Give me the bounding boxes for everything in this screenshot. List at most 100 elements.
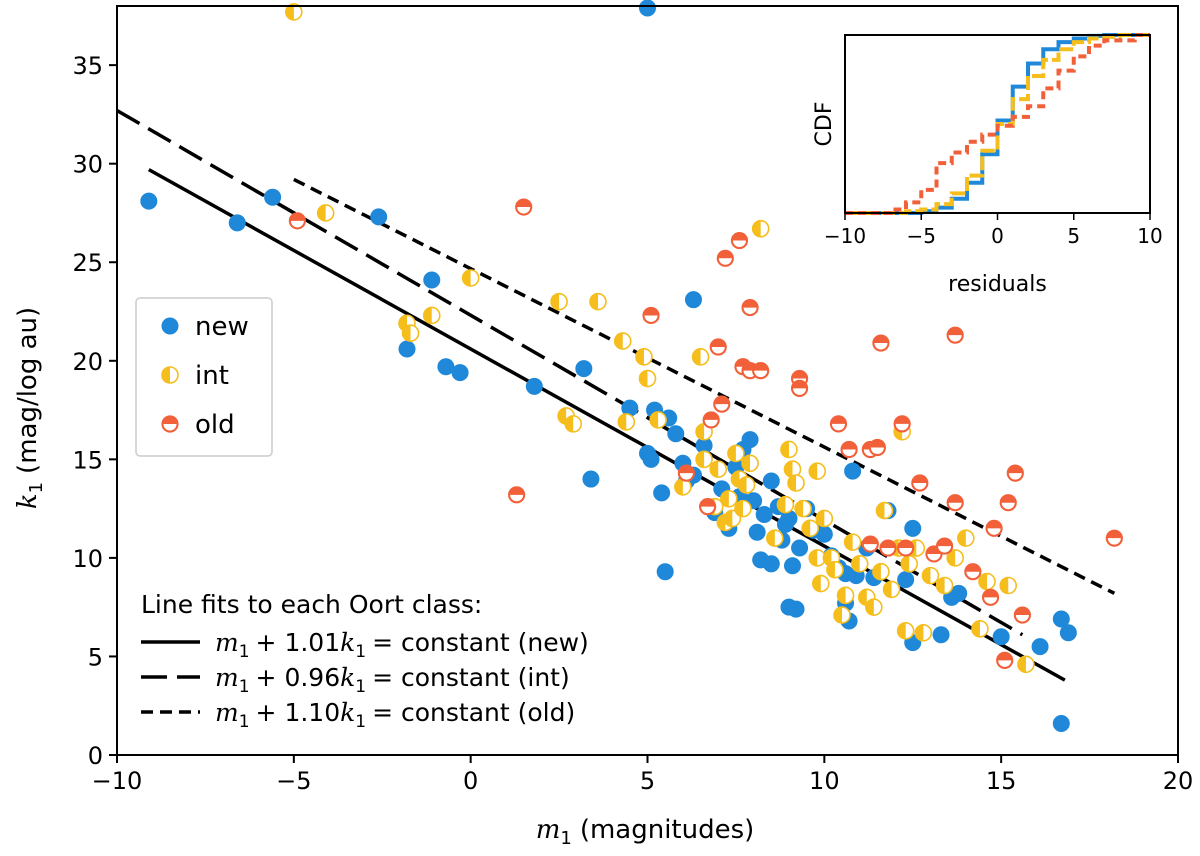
point-new [897, 571, 915, 589]
point-new [653, 484, 671, 502]
point-old [985, 519, 1003, 537]
point-old [713, 395, 731, 413]
point-old [699, 498, 717, 516]
point-new [748, 523, 766, 541]
point-old [829, 415, 848, 433]
x-axis-label: m1 (magnitudes) [536, 815, 755, 849]
point-new [780, 598, 798, 616]
point-int [956, 529, 975, 547]
inset-y-label: CDF [812, 102, 837, 147]
point-new [398, 340, 416, 358]
point-int [285, 3, 303, 21]
point-old [981, 588, 1000, 606]
point-int [613, 332, 632, 350]
point-new [140, 192, 158, 210]
point-int [826, 560, 844, 579]
point-old [677, 464, 696, 482]
x-tick-label: 5 [640, 767, 655, 795]
legend-marker-int [161, 366, 179, 384]
point-int [850, 555, 869, 573]
fit-legend: Line fits to each Oort class: m1 + 1.01k1 =… [141, 590, 589, 732]
point-int [836, 586, 855, 605]
point-int [787, 474, 805, 492]
point-new [684, 291, 702, 309]
point-int [741, 454, 759, 473]
point-new [950, 584, 968, 602]
point-int [811, 574, 830, 593]
point-int [766, 529, 784, 547]
point-old [879, 539, 897, 557]
point-int [808, 549, 827, 567]
point-old [861, 535, 879, 553]
inset-x-tick-label: −5 [907, 224, 936, 248]
point-old [964, 563, 982, 581]
cdf-line-old [845, 33, 1150, 215]
y-axis-label: k1 (mag/log au) [13, 307, 47, 509]
x-tick-label: −10 [92, 767, 143, 795]
point-new [904, 519, 922, 537]
point-new [642, 450, 660, 468]
point-new [639, 0, 656, 17]
point-int [638, 369, 657, 388]
legend-label-old: old [195, 410, 235, 440]
point-old [508, 486, 526, 504]
x-tick-label: 20 [1163, 767, 1194, 795]
point-new [437, 358, 455, 376]
point-int [589, 292, 607, 311]
point-int [734, 499, 752, 518]
point-int [776, 495, 795, 514]
point-new [1031, 638, 1049, 656]
point-int [401, 324, 420, 342]
point-int [815, 509, 834, 528]
point-int [843, 533, 862, 551]
point-int [691, 348, 710, 366]
point-new [582, 470, 600, 488]
fit-legend-label: m1 + 0.96k1 = constant (int) [215, 663, 570, 697]
point-old [1006, 464, 1024, 482]
point-int [737, 476, 756, 494]
point-old [752, 362, 770, 380]
y-tick-label: 25 [72, 249, 103, 277]
x-axis-subscript: 1 [560, 828, 571, 849]
inset-x-label: residuals [948, 272, 1047, 297]
point-old [288, 212, 306, 230]
point-old [790, 379, 809, 397]
point-old [868, 438, 886, 457]
point-int [935, 576, 954, 595]
point-int [550, 292, 568, 311]
legend-label-new: new [195, 312, 249, 342]
fit-line-old [293, 177, 1116, 595]
point-int [316, 204, 335, 222]
point-old [999, 494, 1017, 512]
point-int [978, 572, 996, 591]
point-new [791, 539, 809, 557]
point-int [999, 576, 1018, 595]
y-tick-label: 0 [88, 742, 103, 770]
point-int [720, 489, 738, 508]
inset-x-tick-label: 10 [1137, 224, 1162, 248]
x-axis-symbol: m [536, 815, 561, 845]
cdf-line-int [845, 33, 1150, 215]
point-old [515, 198, 533, 216]
inset-x-tick-label: 5 [1067, 224, 1080, 248]
point-int [649, 411, 667, 429]
y-tick-label: 20 [72, 348, 103, 376]
point-new [451, 364, 469, 382]
point-old [897, 539, 915, 557]
point-old [702, 411, 720, 429]
point-old [935, 537, 954, 555]
point-old [716, 249, 734, 267]
fit-line-new [147, 168, 1066, 682]
y-axis-symbol: k [13, 493, 43, 509]
point-new [762, 472, 780, 490]
x-tick-label: 15 [986, 767, 1017, 795]
legend-marker-old [161, 415, 179, 433]
point-new [423, 271, 441, 289]
point-int [914, 623, 933, 642]
point-int [727, 444, 745, 463]
y-tick-label: 15 [72, 446, 103, 474]
point-int [422, 306, 441, 325]
point-int [751, 219, 770, 238]
point-int [896, 622, 915, 640]
